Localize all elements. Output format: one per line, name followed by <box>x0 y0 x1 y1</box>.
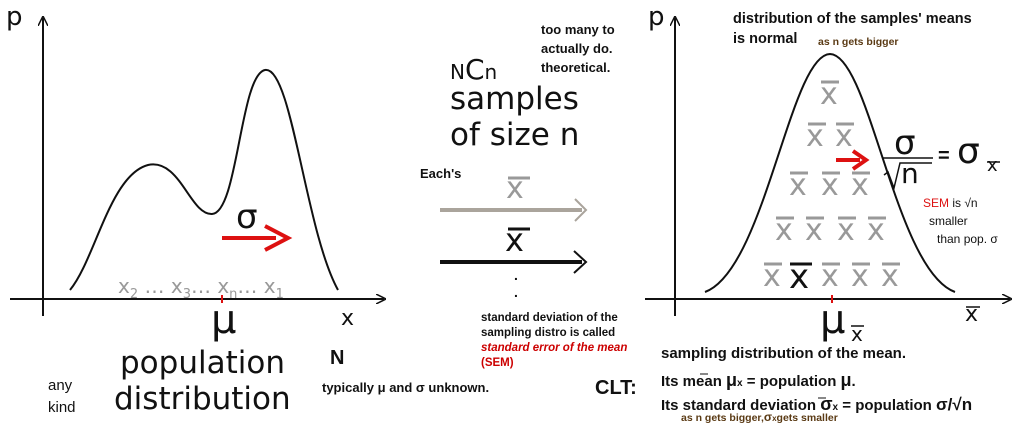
xbar-glyph: x <box>806 119 824 154</box>
xbar-glyph: x <box>821 259 839 294</box>
xbar-glyph: x <box>763 259 781 294</box>
right-title-line1: distribution of the samples' means <box>733 11 972 27</box>
right-title-line2: is normal <box>733 31 798 47</box>
too-many-line2: actually do. <box>541 41 613 56</box>
right-x-label: x <box>965 302 979 327</box>
xbar-glyph: x <box>851 259 869 294</box>
xbar-glyph: x <box>835 119 853 154</box>
clt-label: CLT: <box>595 377 637 399</box>
sem-note-line1: SEM is √n <box>923 196 978 210</box>
formula-equals: = <box>938 145 950 167</box>
black-arrowhead <box>573 250 588 274</box>
sem-line1: standard deviation of the <box>481 312 618 324</box>
sem-note-line2: smaller <box>929 214 968 228</box>
black-xbar: x <box>505 221 524 259</box>
right-y-label: p <box>648 2 665 32</box>
population-title-line1: population <box>120 345 285 381</box>
xbar-glyph: x <box>851 168 869 203</box>
any-kind-line2: kind <box>48 399 76 416</box>
xbar-grid-bars <box>764 80 900 266</box>
xbar-glyph: x <box>789 168 807 203</box>
sampling-curve <box>704 52 956 293</box>
left-y-label: p <box>6 2 23 32</box>
eachs-label: Each's <box>420 166 462 181</box>
gray-arrowhead <box>574 198 588 222</box>
xbar-glyph: x <box>775 213 793 248</box>
too-many-line3: theoretical. <box>541 60 611 75</box>
dot-1: . <box>514 267 518 283</box>
left-x-label: x <box>341 306 355 331</box>
sem-line3: standard error of the mean <box>481 342 628 354</box>
unknown-note: typically μ and σ unknown. <box>322 380 490 395</box>
clt-sd-line: Its standard deviation σx = population σ… <box>661 394 973 414</box>
clt-mean-line: Its mean μx = population μ. <box>661 370 856 390</box>
gray-xbar: x <box>506 171 524 206</box>
population-title-line2: distribution <box>114 381 291 417</box>
sem-line2: sampling distro is called <box>481 327 616 339</box>
left-sigma-label: σ <box>236 197 258 237</box>
sem-note-line3: than pop. σ <box>937 232 998 246</box>
formula-sigma: σ <box>894 123 916 163</box>
as-n-bigger-note: as n gets bigger <box>818 36 899 48</box>
formula-n: n <box>901 157 919 190</box>
xbar-glyph: x <box>820 77 838 112</box>
left-mu-label: μ <box>211 297 237 343</box>
left-sigma-arrowhead <box>264 224 293 252</box>
nCn-label: NCn <box>450 53 498 86</box>
xbar-glyph: x <box>837 213 855 248</box>
sem-line4: (SEM) <box>481 357 514 369</box>
clt-footnote: as n gets bigger,σxgets smaller <box>681 410 838 424</box>
xbar-glyph-black: x <box>789 257 810 297</box>
right-mu-label: μ <box>820 297 846 343</box>
population-curve <box>69 68 339 291</box>
formula-sigma-sub: x <box>987 155 998 176</box>
xbar-glyph: x <box>821 168 839 203</box>
samples-line1: samples <box>450 81 579 117</box>
xbar-glyph: x <box>805 213 823 248</box>
sampling-dist-title: sampling distribution of the mean. <box>661 345 907 362</box>
sample-points: x2 … x3… xn… x1 <box>118 274 284 302</box>
xbar-glyph: x <box>881 259 899 294</box>
samples-line2: of size n <box>450 117 580 153</box>
right-mu-subscript: x <box>851 322 863 346</box>
right-sigma-arrowhead <box>851 149 870 171</box>
xbar-glyph: x <box>867 213 885 248</box>
formula-sigma-xbar: σ <box>957 131 980 172</box>
N-label: N <box>330 347 345 369</box>
too-many-line1: too many to <box>541 22 615 37</box>
sqrt-sign <box>883 162 932 191</box>
dot-2: . <box>514 284 518 300</box>
any-kind-line1: any <box>48 377 73 394</box>
